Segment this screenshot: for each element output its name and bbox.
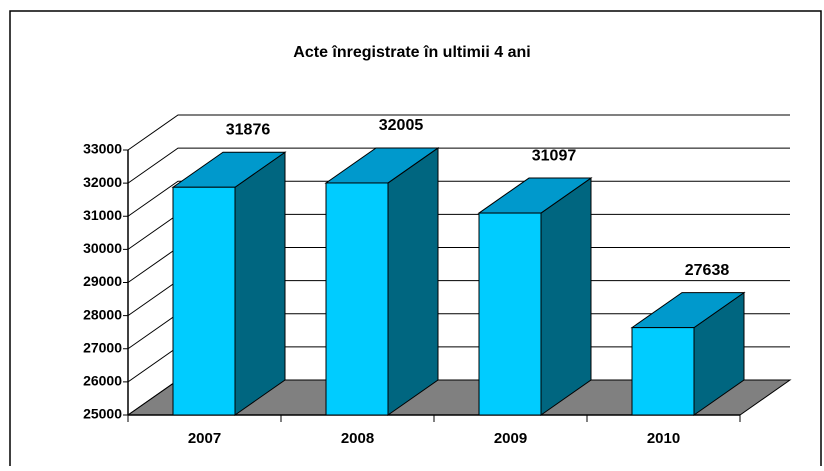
y-tick-label: 27000: [83, 339, 122, 355]
x-tick-label: 2010: [647, 430, 680, 447]
x-tick-label: 2009: [494, 430, 527, 447]
y-tick-label: 31000: [83, 207, 122, 223]
bar-side: [540, 177, 592, 416]
grid-line: [127, 147, 790, 184]
y-tick-label: 30000: [83, 240, 122, 256]
y-tick-label: 29000: [83, 273, 122, 289]
value-label: 31097: [532, 147, 577, 164]
y-tick-label: 33000: [83, 141, 122, 157]
y-tick-label: 28000: [83, 306, 122, 322]
bar: [172, 186, 236, 416]
value-label: 31876: [226, 121, 271, 138]
bar: [631, 327, 695, 416]
y-tick-label: 32000: [83, 174, 122, 190]
bar: [478, 212, 542, 416]
bar-side: [387, 146, 439, 416]
x-tick-label: 2008: [341, 430, 374, 447]
bar: [325, 182, 389, 416]
chart-title: Acte înregistrate în ultimii 4 ani: [293, 44, 530, 61]
value-label: 27638: [685, 262, 730, 279]
grid-line: [127, 114, 790, 151]
x-tick-label: 2007: [188, 430, 221, 447]
y-tick-label: 25000: [83, 406, 122, 422]
bar-side: [234, 151, 286, 416]
value-label: 32005: [379, 117, 424, 134]
y-tick-label: 26000: [83, 373, 122, 389]
